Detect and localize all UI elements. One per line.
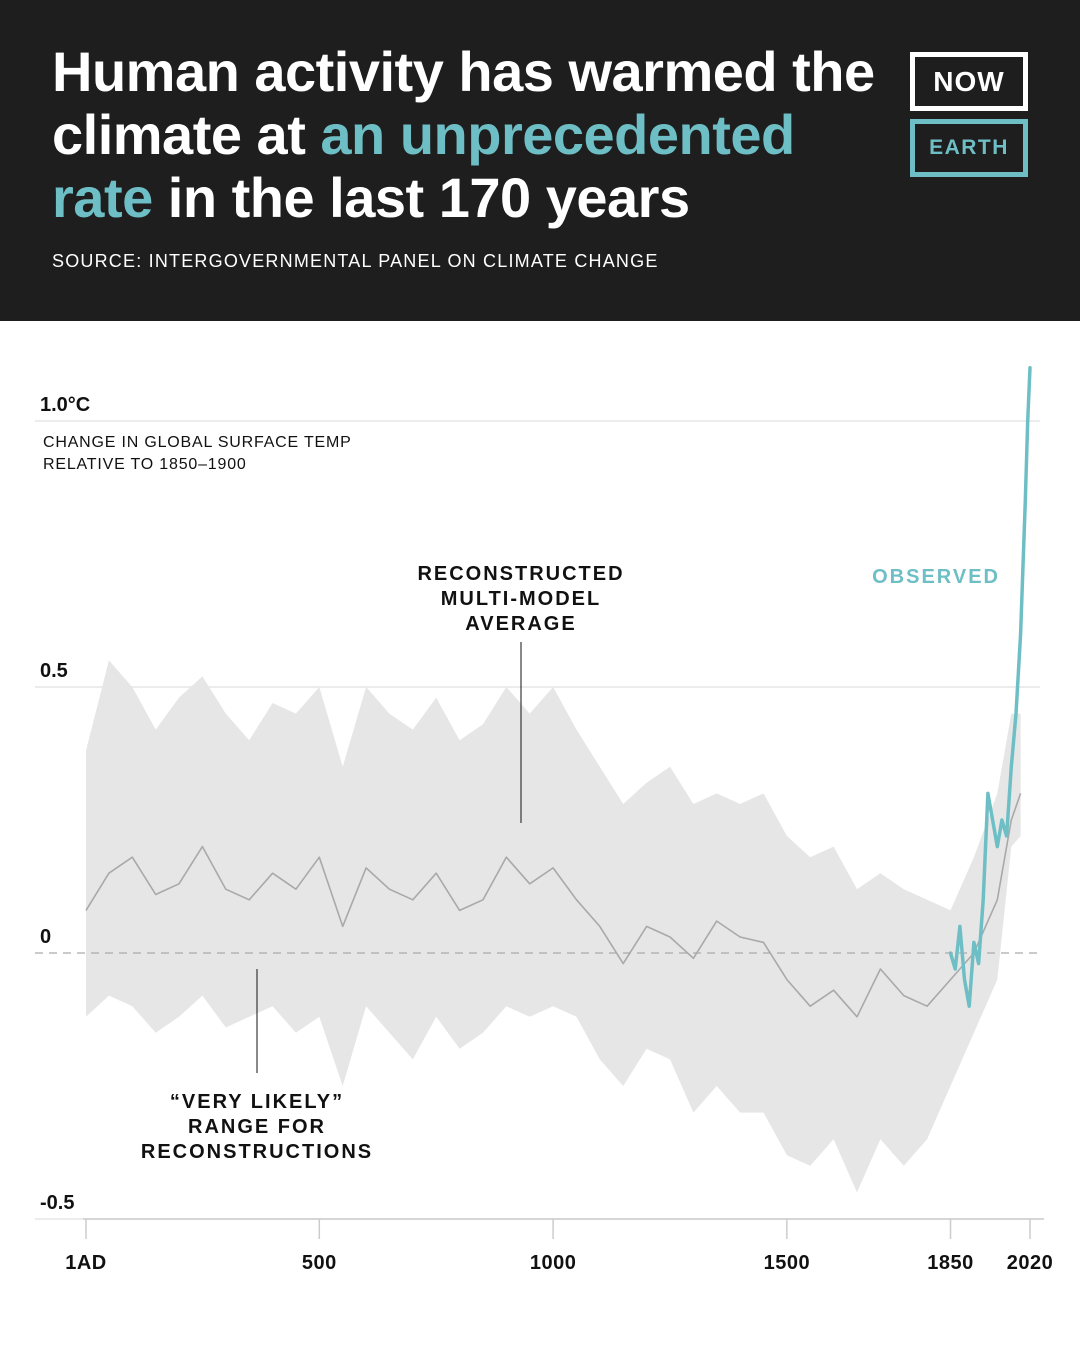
logo-now-box: NOW <box>910 52 1028 111</box>
observed-line <box>948 366 1032 1008</box>
annotation-observed: OBSERVED <box>872 566 1000 588</box>
temperature-chart: 1.0°C 0.5 0 -0.5 1AD 500 1000 1500 1850 2020 CHA… <box>35 366 1054 1274</box>
logo-earth-text: EARTH <box>929 136 1009 159</box>
x-tick-label: 1500 <box>764 1252 811 1274</box>
y-tick-label: 0.5 <box>40 660 68 682</box>
headline-part-2: in the last 170 years <box>152 166 690 229</box>
logo-now-text: NOW <box>933 65 1005 97</box>
annotation-reconstructed-line-3: AVERAGE <box>465 613 576 635</box>
headline: Human activity has warmed the climate at… <box>52 40 902 229</box>
x-tick-label: 500 <box>302 1252 337 1274</box>
x-tick-label: 1850 <box>927 1252 974 1274</box>
reconstructed-average-line <box>85 793 1022 1018</box>
annotation-reconstructed-line-2: MULTI-MODEL <box>441 588 602 610</box>
annotation-range-line-1: “VERY LIKELY” <box>170 1091 344 1113</box>
header-panel: Human activity has warmed the climate at… <box>0 0 1080 321</box>
x-axis: 1AD 500 1000 1500 1850 2020 <box>65 1218 1054 1274</box>
annotation-range-line-3: RECONSTRUCTIONS <box>141 1141 373 1163</box>
x-tick-label: 1AD <box>65 1252 107 1274</box>
y-tick-label: 1.0°C <box>40 394 90 416</box>
x-tick-label: 2020 <box>1007 1252 1054 1274</box>
y-tick-label: 0 <box>40 926 51 948</box>
y-axis-ticks: 1.0°C 0.5 0 -0.5 <box>40 394 90 1214</box>
y-axis-label-line-2: RELATIVE TO 1850–1900 <box>43 456 247 473</box>
y-axis-label-line-1: CHANGE IN GLOBAL SURFACE TEMP <box>43 434 352 451</box>
y-tick-label: -0.5 <box>40 1192 74 1214</box>
annotation-range-line-2: RANGE FOR <box>188 1116 326 1138</box>
headline-highlight: an unprecedented rate <box>52 103 795 229</box>
source-line: SOURCE: INTERGOVERNMENTAL PANEL ON CLIMA… <box>52 251 659 271</box>
logo-earth-box: EARTH <box>910 119 1028 177</box>
headline-part-1: Human activity has warmed the climate at <box>52 40 875 166</box>
very-likely-range-band <box>86 660 1021 1193</box>
annotation-reconstructed-line-1: RECONSTRUCTED <box>417 563 624 585</box>
x-tick-label: 1000 <box>530 1252 577 1274</box>
